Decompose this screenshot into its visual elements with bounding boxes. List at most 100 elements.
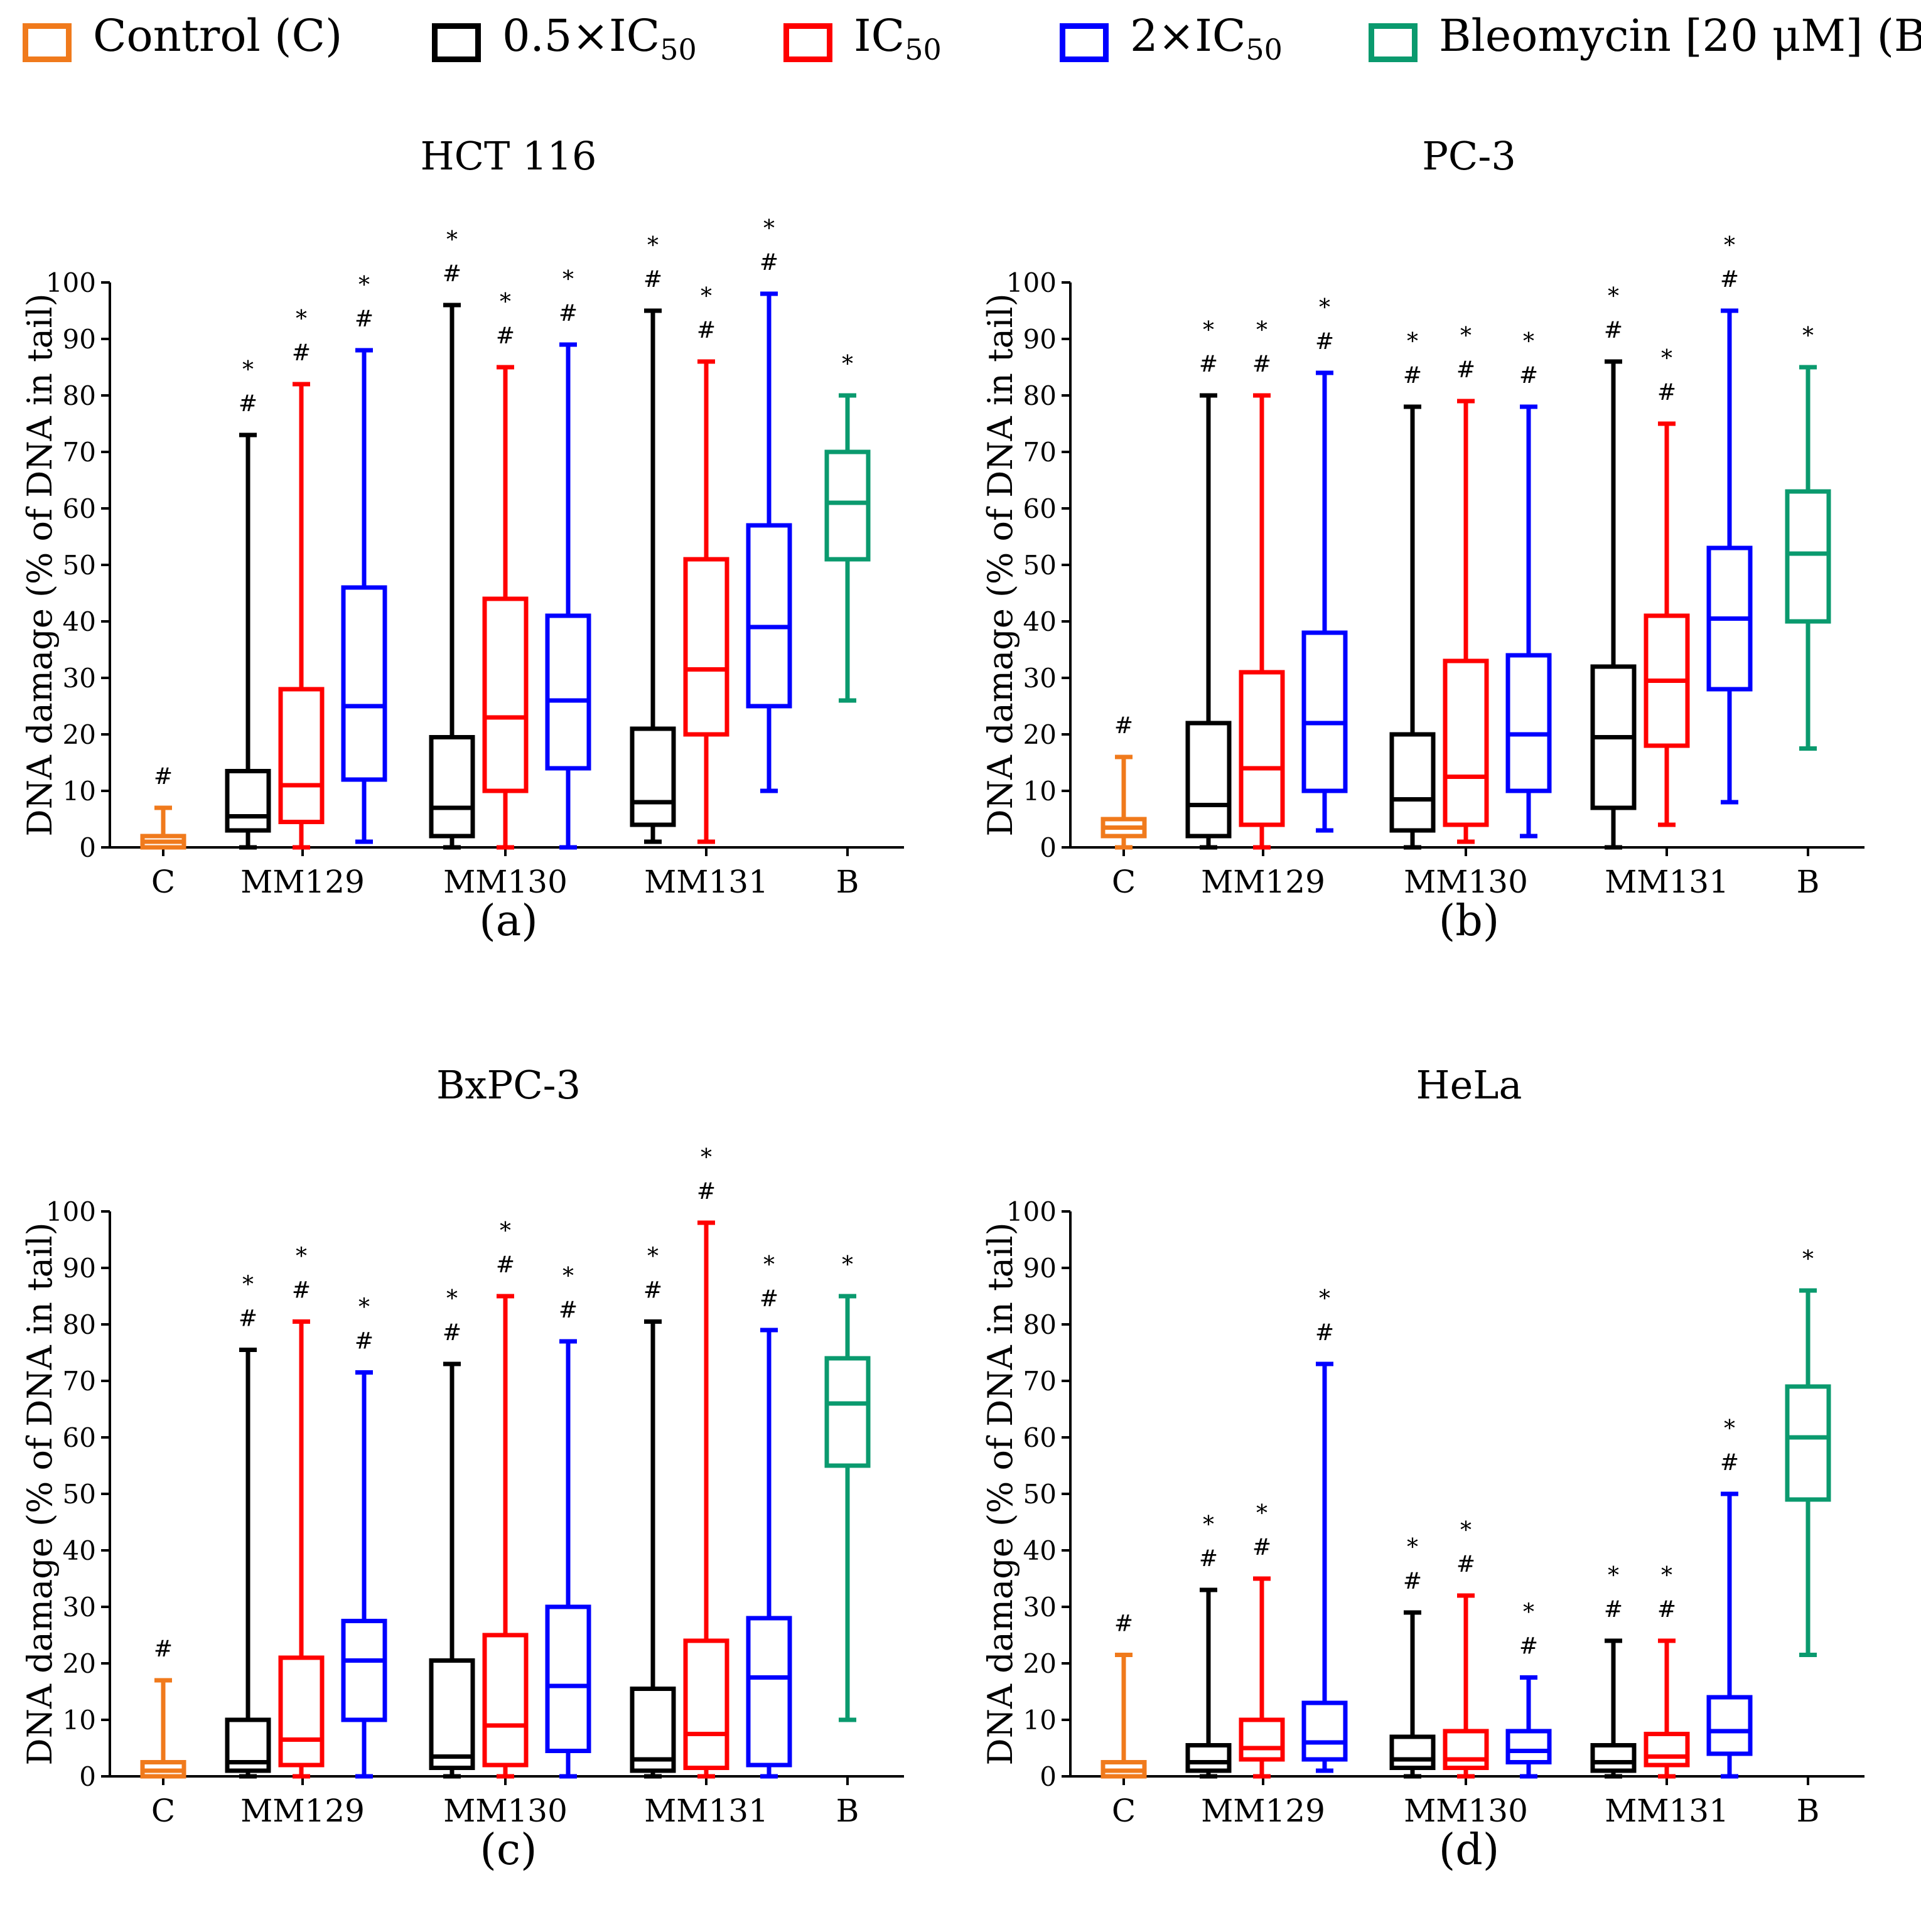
box-mm129-m-iqr [1239,670,1285,827]
box-mm129-l-significance: * [242,357,254,383]
box-mm129-h-significance: # [355,306,374,332]
box-mm129-m-significance: * [296,306,307,332]
box-mm129-l [225,1348,271,1779]
y-tick-label: 40 [63,606,96,637]
box-mm131-l-significance: * [647,1244,659,1270]
panel-label: (d) [1439,1825,1500,1875]
box-mm129-m-significance: * [1256,318,1267,343]
box-mm131-h-significance: # [760,1286,778,1312]
x-tick-label: B [836,1793,859,1829]
box-mm130-h-significance: # [1519,363,1538,389]
box-mm131-m-significance: * [1661,1563,1672,1589]
box-mm131-m-significance: # [697,1179,716,1205]
y-tick-label: 100 [1006,267,1057,298]
y-tick-label: 30 [1023,1592,1057,1623]
box-mm131-m [683,359,729,844]
legend-swatch-ic50 [783,23,832,62]
y-tick-label: 70 [1023,437,1057,468]
y-tick-label: 20 [63,1648,96,1679]
box-mm129-l [1185,1587,1232,1779]
box-b-b [824,393,871,703]
box-mm129-h-significance: # [1315,1320,1334,1346]
x-tick-label: C [151,864,175,900]
legend-label-ic50: IC50 [854,10,942,67]
box-mm129-l-iqr [1185,721,1232,839]
box-b-b-significance: * [1802,1247,1814,1272]
x-tick-label: MM129 [1201,1793,1325,1829]
x-tick-label: MM131 [1605,1793,1729,1829]
box-mm129-h-iqr [1301,630,1348,793]
box-mm129-m [1239,1576,1285,1779]
box-b-b [1785,365,1831,751]
box-mm129-h-iqr [1301,1700,1348,1762]
box-mm129-h [341,348,387,844]
chart-title: HeLa [1416,1062,1522,1108]
box-mm130-l [1389,404,1436,850]
box-mm130-h [545,1339,591,1779]
panel-label: (a) [479,896,538,946]
y-tick-label: 70 [1023,1366,1057,1397]
box-mm130-l-significance: * [1407,1535,1418,1560]
box-c-c [1100,1653,1147,1779]
box-mm130-h [1505,404,1552,839]
box-mm130-m-significance: * [1460,1518,1472,1543]
box-mm129-l-significance: # [1199,1546,1218,1572]
box-mm130-m-iqr [482,1633,529,1768]
box-mm131-h [746,291,792,793]
x-tick-label: C [1112,1793,1136,1829]
box-mm131-m-significance: * [701,1145,712,1171]
x-tick-label: B [1797,1793,1820,1829]
box-b-b [824,1294,871,1722]
box-mm130-m-significance: * [1460,323,1472,349]
box-mm131-m-significance: * [1661,346,1672,372]
legend-label-half-ic50: 0.5×IC50 [502,10,697,67]
box-mm130-h-significance: * [1523,1600,1534,1626]
box-mm131-h-significance: * [763,1252,775,1278]
box-mm131-l-iqr [630,726,676,827]
y-tick-label: 20 [1023,719,1057,750]
box-c-c-significance: # [1114,1611,1133,1637]
box-mm131-h-significance: # [1720,1450,1739,1476]
box-mm131-h-iqr [746,1616,792,1768]
box-mm130-h-iqr [1505,1729,1552,1764]
box-mm129-l-iqr [1185,1743,1232,1773]
box-mm131-h-significance: * [1724,233,1735,259]
legend-swatch-double-ic50 [1060,23,1109,62]
y-tick-label: 50 [1023,550,1057,581]
legend-swatch-half-ic50 [432,23,481,62]
box-mm131-m-iqr [1644,1732,1690,1768]
box-mm131-h-significance: # [760,250,778,276]
y-tick-label: 50 [63,550,96,581]
box-mm130-m-significance: # [496,1252,515,1278]
box-mm129-l-significance: * [1203,318,1214,343]
legend-item-bleomycin: Bleomycin [20 μM] (B) [1369,11,1921,68]
y-tick-label: 40 [1023,1535,1057,1566]
y-tick-label: 80 [1023,380,1057,411]
box-mm129-m-significance: # [292,340,311,366]
box-b-b-significance: * [842,1252,853,1278]
box-mm129-h-significance: * [358,272,370,298]
box-mm130-m [1443,399,1489,844]
x-tick-label: C [1112,864,1136,900]
box-b-b-iqr [824,449,871,562]
box-mm129-m-iqr [278,1655,325,1768]
box-mm131-m [683,1220,729,1779]
y-tick-label: 50 [63,1479,96,1510]
y-tick-label: 90 [63,1253,96,1284]
box-mm131-l-significance: * [647,233,659,259]
y-tick-label: 40 [63,1535,96,1566]
box-mm131-h [1706,308,1753,805]
y-axis-label: DNA damage (% of DNA in tail) [981,293,1020,836]
box-mm129-m-significance: # [1252,1535,1271,1560]
box-mm129-h-significance: * [1319,1286,1330,1312]
y-tick-label: 20 [1023,1648,1057,1679]
box-mm131-h-iqr [1706,1695,1753,1756]
legend-item-ic50: IC50 [783,11,942,68]
box-mm129-m-significance: # [1252,352,1271,377]
box-mm130-m-iqr [1443,1729,1489,1770]
box-mm130-m-significance: # [1456,1552,1475,1577]
x-tick-label: B [1797,864,1820,900]
box-mm129-h-iqr [341,1619,387,1722]
box-mm131-h [1706,1491,1753,1779]
y-tick-label: 0 [1040,832,1057,863]
